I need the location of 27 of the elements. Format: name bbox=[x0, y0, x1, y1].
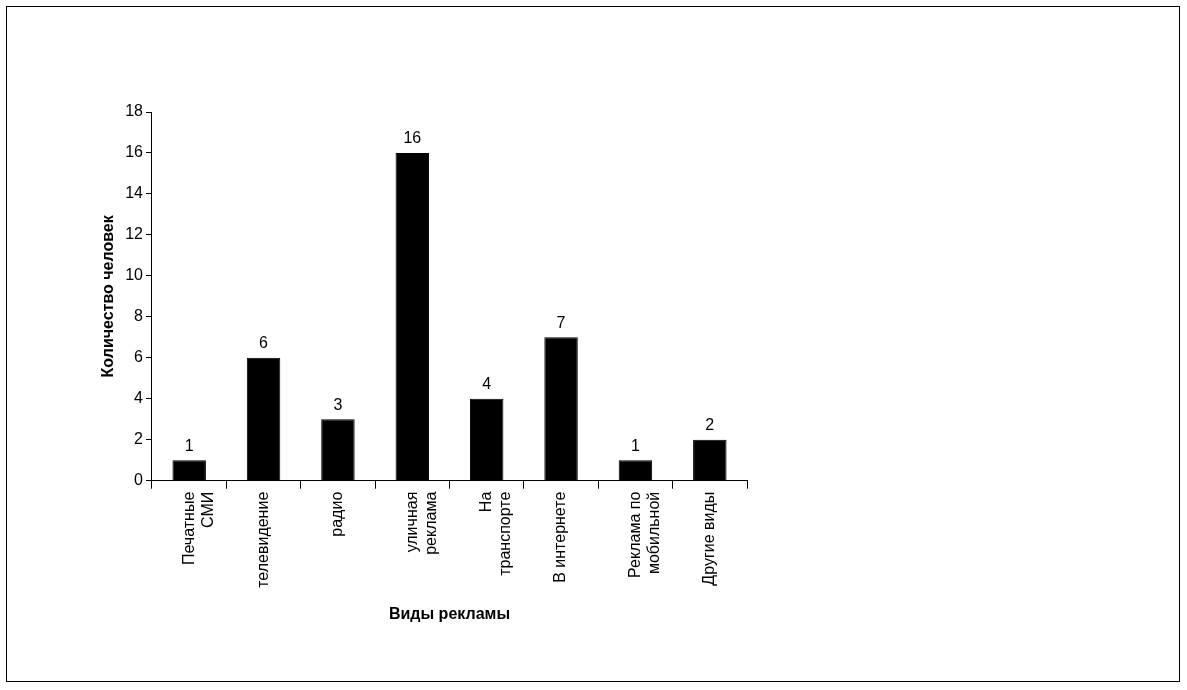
data-label: 4 bbox=[482, 375, 492, 393]
x-tick-label: В интернете bbox=[551, 491, 569, 583]
x-tick-label: Другие виды bbox=[700, 491, 718, 586]
y-tick-label: 2 bbox=[134, 430, 144, 448]
y-tick-label: 6 bbox=[134, 348, 144, 366]
y-tick-label: 8 bbox=[134, 307, 144, 325]
y-tick-label: 14 bbox=[125, 184, 144, 202]
data-label: 16 bbox=[403, 129, 422, 147]
y-tick-label: 10 bbox=[125, 266, 144, 284]
y-tick-label: 0 bbox=[134, 471, 144, 489]
x-tick-label: Реклама по мобильной bbox=[625, 491, 663, 578]
x-tick-label: радио bbox=[328, 491, 346, 537]
x-tick-label: телевидение bbox=[253, 491, 271, 588]
data-label: 7 bbox=[556, 313, 566, 331]
y-tick-label: 16 bbox=[125, 143, 144, 161]
data-label: 3 bbox=[333, 395, 343, 413]
x-tick-label: уличная реклама bbox=[402, 491, 439, 555]
data-label: 1 bbox=[630, 436, 640, 454]
y-axis-title: Количество человек bbox=[99, 214, 117, 378]
data-label: 1 bbox=[184, 436, 194, 454]
data-label: 6 bbox=[259, 334, 269, 352]
x-tick-label: Печатные СМИ bbox=[179, 491, 216, 566]
data-label: 2 bbox=[705, 416, 715, 434]
y-tick-label: 18 bbox=[125, 102, 144, 120]
x-axis-title: Виды рекламы bbox=[388, 604, 511, 622]
y-tick-label: 4 bbox=[134, 389, 144, 407]
y-tick-label: 12 bbox=[125, 225, 144, 243]
